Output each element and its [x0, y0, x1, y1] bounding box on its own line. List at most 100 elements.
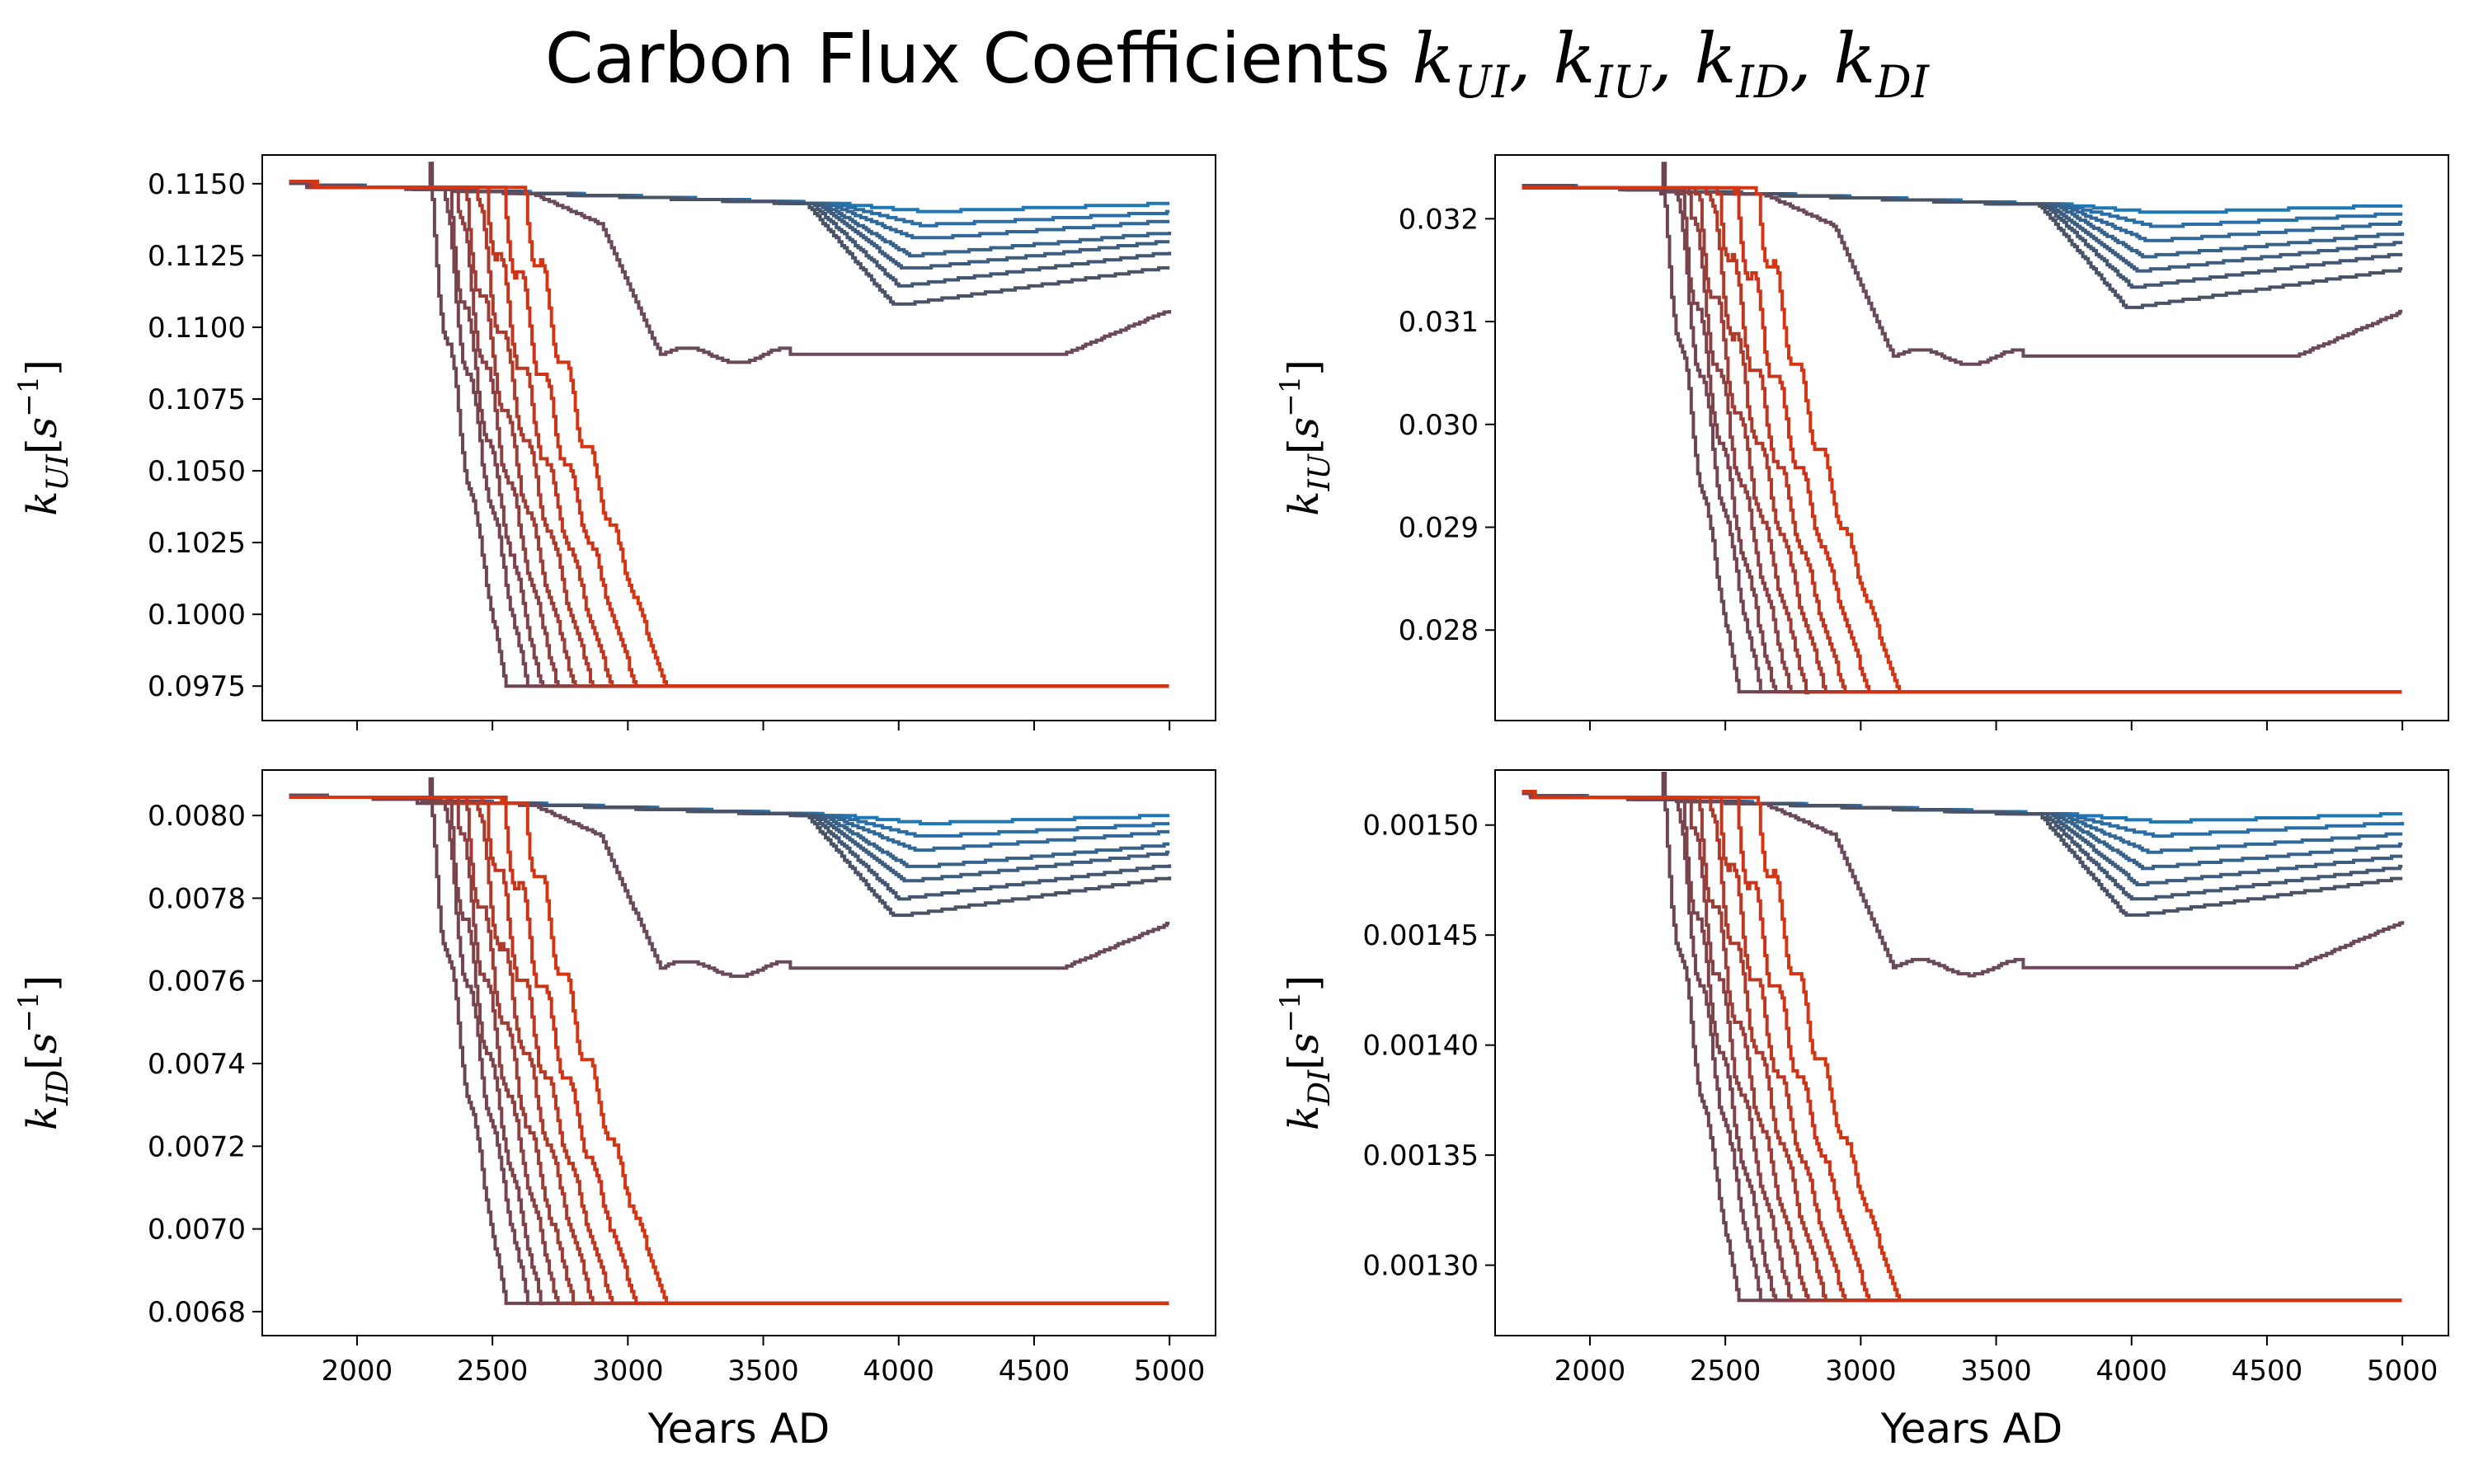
series-line-low-8: [289, 796, 1169, 1305]
plot-frame: [1494, 769, 2449, 1336]
series-line-low-4: [1522, 186, 2402, 695]
y-tick-label: 0.0080: [148, 800, 246, 833]
series-line-low-1: [1522, 790, 2402, 1303]
y-tick-label: 0.031: [1399, 306, 1479, 339]
x-tick-label: 4500: [999, 1355, 1070, 1388]
series-line-low-3: [1522, 186, 2402, 694]
title-math: kUI, kIU, kID, kDI: [1412, 18, 1930, 108]
y-tick-label: 0.1025: [148, 527, 246, 560]
series-line-low-7: [289, 796, 1169, 1305]
x-tick-label: 5000: [1134, 1355, 1206, 1388]
series-line-low-3: [289, 796, 1169, 1305]
y-tick-label: 0.00130: [1362, 1250, 1479, 1283]
figure-title: Carbon Flux Coefficients kUI, kIU, kID, …: [0, 18, 2474, 108]
series-line-mid: [289, 181, 1172, 364]
series-line-low-4: [289, 796, 1169, 1306]
subplot-1: 0.032 0.031 0.030 0.029 0.028 kIU[s−1]: [1274, 154, 2449, 730]
series-line-low-5: [1522, 790, 2402, 1303]
y-tick-label: 0.030: [1399, 409, 1479, 442]
series-line-low-6: [1522, 186, 2402, 694]
series-line-high-1: [1522, 184, 2403, 228]
y-axis-label: kIU[s−1]: [1274, 359, 1337, 516]
x-axis-label: Years AD: [647, 1405, 830, 1453]
series-line-low-2: [1522, 186, 2402, 694]
y-tick-label: 0.0074: [148, 1048, 246, 1081]
series-group: [1522, 162, 2405, 695]
y-tick-label: 0.032: [1399, 203, 1479, 236]
y-tick-label: 0.00135: [1362, 1139, 1479, 1172]
series-line-low-8: [1522, 790, 2402, 1303]
series-line-low-7: [1522, 790, 2402, 1303]
x-tick-label: 3000: [1825, 1355, 1897, 1388]
series-line-high-4: [1522, 791, 2403, 886]
series-line-low-4: [1522, 790, 2402, 1303]
x-tick-label: 3500: [727, 1355, 799, 1388]
x-tick-label: 3500: [1960, 1355, 2032, 1388]
y-axis-label: kID[s−1]: [12, 975, 75, 1130]
x-tick-label: 4000: [2095, 1355, 2167, 1388]
series-line-low-8: [1522, 186, 2402, 694]
y-tick-label: 0.00140: [1362, 1030, 1479, 1063]
x-tick-label: 2500: [1690, 1355, 1761, 1388]
plot-frame: [261, 154, 1216, 721]
series-line-low-7: [1522, 186, 2402, 694]
series-line-high-6: [1522, 791, 2403, 917]
series-line-low-0: [1522, 772, 2402, 1303]
series-line-high-2: [289, 181, 1170, 240]
series-line-low-1: [289, 796, 1169, 1305]
subplot-3: 0.00150 0.00145 0.00140 0.00135 0.00130 2000 2…: [1274, 769, 2449, 1453]
series-line-low-1: [1522, 186, 2402, 694]
series-line-high-6: [1522, 184, 2403, 309]
series-line-low-5: [289, 796, 1169, 1305]
x-tick-label: 3000: [592, 1355, 664, 1388]
y-axis-label: kUI[s−1]: [12, 359, 75, 516]
series-line-high-2: [1522, 184, 2403, 242]
x-tick-label: 2000: [322, 1355, 393, 1388]
series-line-low-8: [289, 180, 1169, 688]
y-tick-label: 0.0078: [148, 882, 246, 915]
title-text: Carbon Flux Coefficients: [544, 18, 1413, 99]
series-line-low-0: [1522, 162, 2402, 694]
y-tick-label: 0.1100: [148, 312, 246, 345]
y-tick-label: 0.0076: [148, 965, 246, 998]
series-line-high-5: [289, 181, 1172, 288]
series-line-low-2: [289, 796, 1169, 1306]
series-line-mid: [289, 793, 1170, 979]
y-tick-label: 0.029: [1399, 512, 1479, 545]
subplot-0: 0.1150 0.1125 0.1100 0.1075 0.1050 0.1025 0.10…: [12, 154, 1216, 730]
series-line-low-3: [1522, 790, 2402, 1303]
series-line-mid: [1522, 791, 2405, 978]
series-line-high-4: [289, 793, 1170, 883]
y-tick-label: 0.1075: [148, 383, 246, 416]
y-tick-label: 0.0975: [148, 670, 246, 703]
y-tick-label: 0.00150: [1362, 810, 1479, 843]
series-line-high-4: [289, 181, 1170, 270]
series-group: [289, 162, 1172, 688]
y-tick-label: 0.0072: [148, 1130, 246, 1163]
y-tick-label: 0.1125: [148, 240, 246, 273]
plot-frame: [261, 769, 1216, 1336]
series-line-low-5: [1522, 186, 2402, 694]
series-line-low-6: [289, 796, 1169, 1305]
y-tick-label: 0.1000: [148, 599, 246, 632]
y-tick-label: 0.00145: [1362, 919, 1479, 952]
series-group: [1522, 772, 2405, 1303]
y-tick-label: 0.1150: [148, 168, 246, 201]
x-tick-label: 4500: [2232, 1355, 2303, 1388]
series-line-low-2: [1522, 790, 2402, 1303]
x-tick-label: 5000: [2367, 1355, 2439, 1388]
series-line-low-6: [1522, 790, 2402, 1303]
series-group: [289, 777, 1172, 1306]
subplot-2: 0.0080 0.0078 0.0076 0.0074 0.0072 0.0070 0.00…: [12, 769, 1216, 1453]
y-tick-label: 0.1050: [148, 455, 246, 488]
plot-frame: [1494, 154, 2449, 721]
x-tick-label: 2500: [457, 1355, 529, 1388]
x-tick-label: 4000: [863, 1355, 934, 1388]
x-axis-label: Years AD: [1880, 1405, 2063, 1453]
x-tick-label: 2000: [1554, 1355, 1626, 1388]
series-line-mid: [1522, 184, 2403, 366]
y-axis-label: kDI[s−1]: [1274, 975, 1337, 1130]
series-line-low-0: [289, 162, 1169, 688]
y-tick-label: 0.0068: [148, 1296, 246, 1329]
series-line-high-2: [1522, 791, 2403, 854]
